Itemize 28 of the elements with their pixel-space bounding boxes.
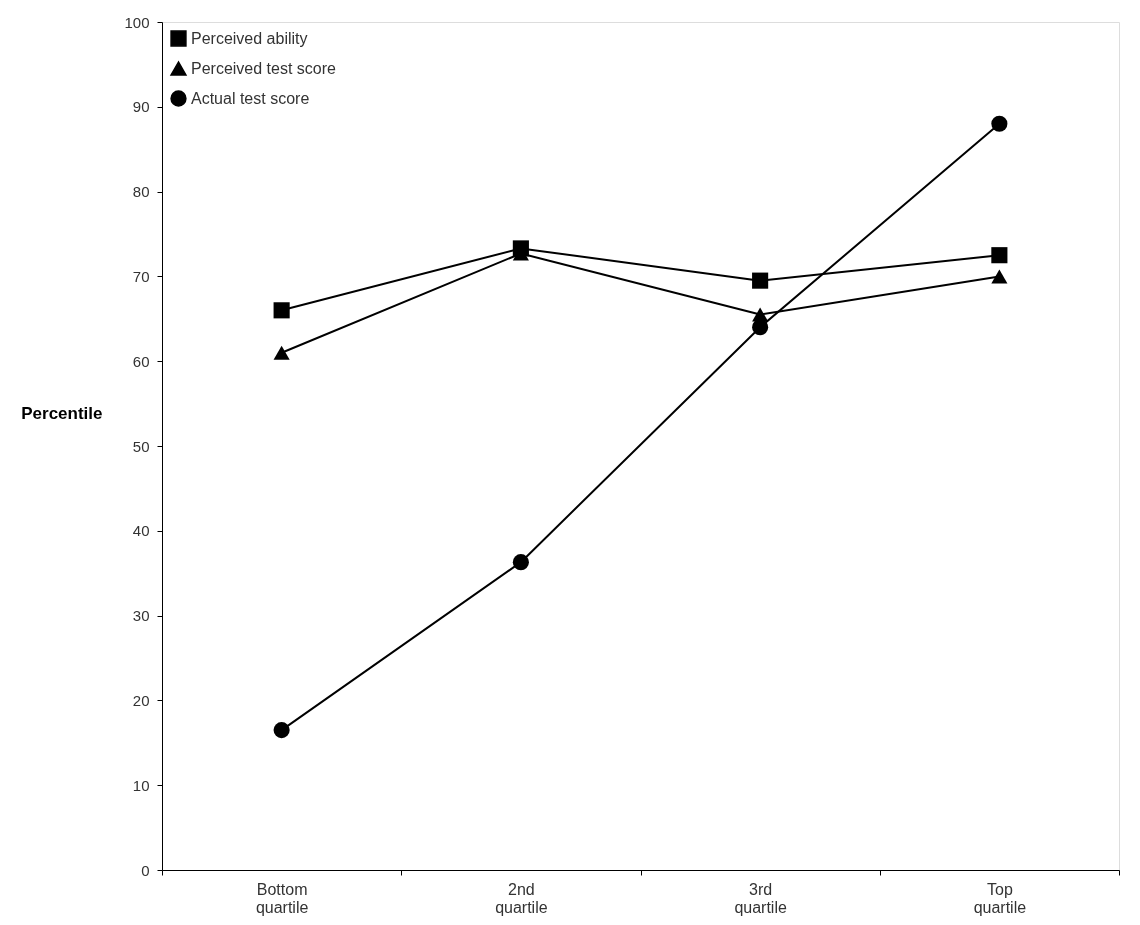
legend-label: Actual test score	[191, 89, 310, 107]
x-tick-label: 3rd quartile	[734, 880, 787, 916]
y-axis-title: Percentile	[21, 403, 103, 423]
point	[273, 302, 290, 319]
point	[991, 269, 1008, 284]
legend-label: Perceived ability	[191, 29, 308, 47]
y-tick-label: 10	[132, 776, 150, 794]
y-tick-label: 50	[132, 437, 150, 455]
point	[752, 319, 769, 336]
y-tick-label: 0	[141, 861, 150, 879]
x-tick-label: Top quartile	[973, 880, 1027, 916]
x-tick-label: Bottom quartile	[255, 880, 309, 916]
y-tick-label: 90	[132, 98, 150, 116]
point	[752, 272, 769, 289]
point	[991, 247, 1008, 264]
point	[512, 554, 529, 571]
legend-label: Perceived test score	[191, 59, 337, 77]
y-tick-label: 60	[132, 352, 150, 370]
y-tick-label: 70	[132, 267, 150, 285]
point	[273, 345, 290, 360]
y-tick-label: 40	[132, 522, 150, 540]
y-tick-label: 30	[132, 607, 150, 625]
point	[991, 115, 1008, 132]
point	[273, 722, 290, 739]
y-tick-label: 80	[132, 183, 150, 201]
y-tick-label: 100	[124, 13, 150, 31]
x-tick-label: 2nd quartile	[495, 880, 548, 916]
y-tick-label: 20	[132, 691, 150, 709]
